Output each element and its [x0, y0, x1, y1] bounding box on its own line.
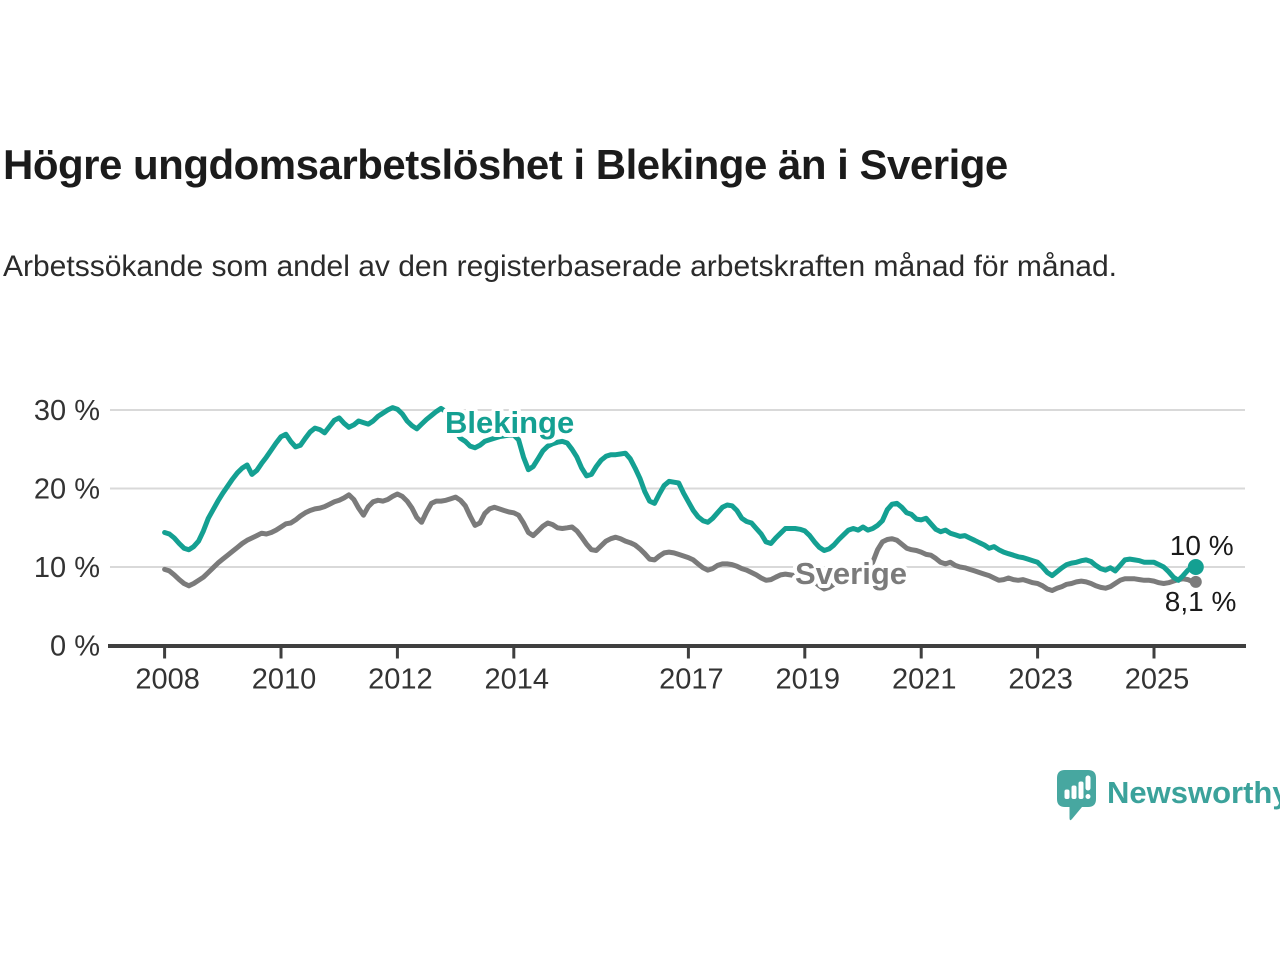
sverige-series-label: Sverige — [795, 556, 907, 591]
y-axis-label-0: 0 % — [50, 631, 100, 663]
page-title: Högre ungdomsarbetslöshet i Blekinge än … — [3, 141, 1008, 188]
blekinge-line — [162, 405, 1196, 583]
y-axis-label-30: 30 % — [34, 395, 100, 427]
blekinge-series-label: Blekinge — [445, 405, 574, 440]
x-axis-label-2012: 2012 — [368, 664, 433, 696]
x-axis-label-2010: 2010 — [252, 664, 317, 696]
blekinge-end-value-label: 10 % — [1170, 530, 1234, 561]
x-axis-label-2017: 2017 — [659, 664, 724, 696]
x-axis-label-2014: 2014 — [485, 664, 550, 696]
page-subtitle: Arbetssökande som andel av den registerb… — [3, 250, 1117, 283]
y-axis-label-20: 20 % — [34, 474, 100, 506]
sverige-line — [162, 491, 1196, 593]
y-axis-label-10: 10 % — [34, 552, 100, 584]
sverige-end-value-label: 8,1 % — [1165, 586, 1237, 617]
x-axis-label-2023: 2023 — [1008, 664, 1073, 696]
x-axis-label-2025: 2025 — [1125, 664, 1190, 696]
x-axis-label-2019: 2019 — [776, 664, 841, 696]
sverige-end-dot — [1189, 575, 1202, 588]
newsworthy-logo: Newsworthy — [1056, 769, 1280, 825]
newsworthy-logo-icon — [1057, 770, 1096, 821]
blekinge-end-dot — [1187, 559, 1204, 575]
x-axis-label-2021: 2021 — [892, 664, 957, 696]
x-axis-label-2008: 2008 — [135, 664, 200, 696]
newsworthy-logo-text: Newsworthy — [1107, 775, 1280, 810]
